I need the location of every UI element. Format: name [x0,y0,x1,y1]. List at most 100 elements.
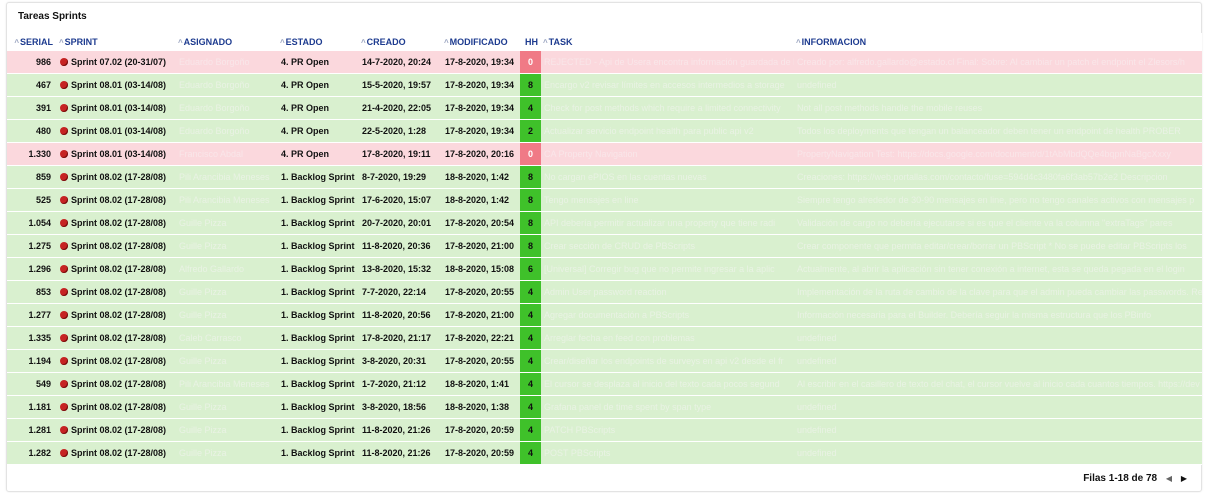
column-header-asignado[interactable]: ^ASIGNADO [176,33,278,51]
sort-icon: ^ [14,38,19,47]
tasks-table: ^SERIAL ^SPRINT ^ASIGNADO ^ESTADO ^CREAD… [7,33,1202,465]
cell-asignado: Guille Pizza [176,395,278,419]
chevron-right-icon[interactable]: ▶ [1180,474,1187,483]
cell-asignado: Guille Pizza [176,211,278,235]
table-row[interactable]: 1.275 Sprint 08.02 (17-28/08) Guille Pizza… [7,234,1202,258]
cell-serial: 859 [7,165,57,189]
table-body: 986 Sprint 07.02 (20-31/07) Eduardo Borgoñ… [7,51,1202,465]
column-header-hh[interactable]: HH [520,33,541,51]
table-row[interactable]: 853 Sprint 08.02 (17-28/08) Guille Pizza 1.… [7,280,1202,304]
cell-task: Tengo mensajes en line [541,188,794,212]
cell-asignado: Guille Pizza [176,303,278,327]
cell-estado: 4. PR Open [278,119,359,143]
table-row[interactable]: 1.330 Sprint 08.01 (03-14/08) Francisco Ab… [7,142,1202,166]
column-header-modificado[interactable]: ^MODIFICADO [442,33,520,51]
cell-sprint: Sprint 08.02 (17-28/08) [57,372,176,396]
table-header-row: ^SERIAL ^SPRINT ^ASIGNADO ^ESTADO ^CREAD… [7,33,1202,51]
cell-informacion: undefined [794,418,1202,442]
cell-informacion: PropertyNavigation Test: https://docs.go… [794,142,1202,166]
chevron-left-icon[interactable]: ◀ [1165,474,1173,483]
cell-informacion: Información necesaria para el Builder. D… [794,303,1202,327]
cell-task: El cursor se desplaza al inicio del text… [541,372,794,396]
bug-icon [60,219,68,227]
bug-icon [60,265,68,273]
bug-icon [60,380,68,388]
cell-sprint: Sprint 08.01 (03-14/08) [57,73,176,97]
hh-badge: 8 [520,212,541,234]
table-row[interactable]: 549 Sprint 08.02 (17-28/08) Pili Arancibia… [7,372,1202,396]
cell-modificado: 17-8-2020, 20:59 [442,441,520,465]
cell-creado: 21-4-2020, 22:05 [359,96,442,120]
cell-asignado: Alfredo Gallardo [176,257,278,281]
cell-serial: 853 [7,280,57,304]
cell-sprint: Sprint 07.02 (20-31/07) [57,51,176,74]
column-header-informacion[interactable]: ^INFORMACION [794,33,1202,51]
cell-informacion: Todos los deployments que tengan un bala… [794,119,1202,143]
cell-modificado: 17-8-2020, 21:00 [442,234,520,258]
cell-task: No cargan ePIOS en las cuentas nuevas [541,165,794,189]
cell-sprint: Sprint 08.02 (17-28/08) [57,418,176,442]
cell-modificado: 17-8-2020, 20:55 [442,280,520,304]
table-row[interactable]: 1.181 Sprint 08.02 (17-28/08) Guille Pizza… [7,395,1202,419]
table-row[interactable]: 1.282 Sprint 08.02 (17-28/08) Guille Pizza… [7,441,1202,465]
cell-task: Arreglar fecha en feed con problemas [541,326,794,350]
table-row[interactable]: 1.194 Sprint 08.02 (17-28/08) Guille Pizza… [7,349,1202,373]
cell-serial: 391 [7,96,57,120]
cell-asignado: Guille Pizza [176,418,278,442]
cell-estado: 1. Backlog Sprint [278,395,359,419]
table-row[interactable]: 391 Sprint 08.01 (03-14/08) Eduardo Borgoñ… [7,96,1202,120]
cell-serial: 549 [7,372,57,396]
cell-estado: 4. PR Open [278,73,359,97]
cell-asignado: Francisco Abdal [176,142,278,166]
column-header-sprint[interactable]: ^SPRINT [57,33,176,51]
cell-estado: 4. PR Open [278,96,359,120]
cell-task: CA Property Navigation [541,142,794,166]
bug-icon [60,196,68,204]
bug-icon [60,426,68,434]
cell-hh: 8 [520,234,541,258]
cell-informacion: undefined [794,73,1202,97]
column-header-estado[interactable]: ^ESTADO [278,33,359,51]
table-row[interactable]: 467 Sprint 08.01 (03-14/08) Eduardo Borgoñ… [7,73,1202,97]
cell-modificado: 17-8-2020, 21:00 [442,303,520,327]
column-header-task[interactable]: ^TASK [541,33,794,51]
bug-icon [60,81,68,89]
table-row[interactable]: 1.281 Sprint 08.02 (17-28/08) Guille Pizza… [7,418,1202,442]
cell-sprint: Sprint 08.02 (17-28/08) [57,165,176,189]
cell-creado: 22-5-2020, 1:28 [359,119,442,143]
cell-creado: 17-8-2020, 19:11 [359,142,442,166]
bug-icon [60,58,68,66]
hh-badge: 0 [520,51,541,73]
column-header-serial[interactable]: ^SERIAL [7,33,57,51]
bug-icon [60,403,68,411]
table-row[interactable]: 986 Sprint 07.02 (20-31/07) Eduardo Borgoñ… [7,51,1202,74]
hh-badge: 4 [520,281,541,303]
cell-hh: 6 [520,257,541,281]
cell-estado: 1. Backlog Sprint [278,326,359,350]
cell-modificado: 17-8-2020, 20:55 [442,349,520,373]
cell-informacion: Actualmente, al abrir la aplicación sin … [794,257,1202,281]
cell-modificado: 17-8-2020, 19:34 [442,73,520,97]
table-row[interactable]: 480 Sprint 08.01 (03-14/08) Eduardo Borgoñ… [7,119,1202,143]
table-row[interactable]: 1.277 Sprint 08.02 (17-28/08) Guille Pizza… [7,303,1202,327]
table-row[interactable]: 859 Sprint 08.02 (17-28/08) Pili Arancibia… [7,165,1202,189]
cell-informacion: undefined [794,395,1202,419]
table-row[interactable]: 1.296 Sprint 08.02 (17-28/08) Alfredo Gall… [7,257,1202,281]
cell-modificado: 17-8-2020, 19:34 [442,51,520,74]
cell-creado: 11-8-2020, 21:26 [359,418,442,442]
cell-hh: 0 [520,51,541,74]
cell-modificado: 18-8-2020, 1:38 [442,395,520,419]
cell-modificado: 17-8-2020, 19:34 [442,96,520,120]
cell-estado: 1. Backlog Sprint [278,234,359,258]
cell-asignado: Guille Pizza [176,234,278,258]
table-row[interactable]: 525 Sprint 08.02 (17-28/08) Pili Arancibia… [7,188,1202,212]
table-row[interactable]: 1.335 Sprint 08.02 (17-28/08) Caleb Carras… [7,326,1202,350]
hh-badge: 4 [520,373,541,395]
cell-task: REJECTED - Api de Usera encontra informa… [541,51,794,74]
cell-hh: 4 [520,326,541,350]
cell-hh: 4 [520,418,541,442]
cell-sprint: Sprint 08.02 (17-28/08) [57,395,176,419]
column-header-creado[interactable]: ^CREADO [359,33,442,51]
table-row[interactable]: 1.054 Sprint 08.02 (17-28/08) Guille Pizza… [7,211,1202,235]
cell-hh: 0 [520,142,541,166]
